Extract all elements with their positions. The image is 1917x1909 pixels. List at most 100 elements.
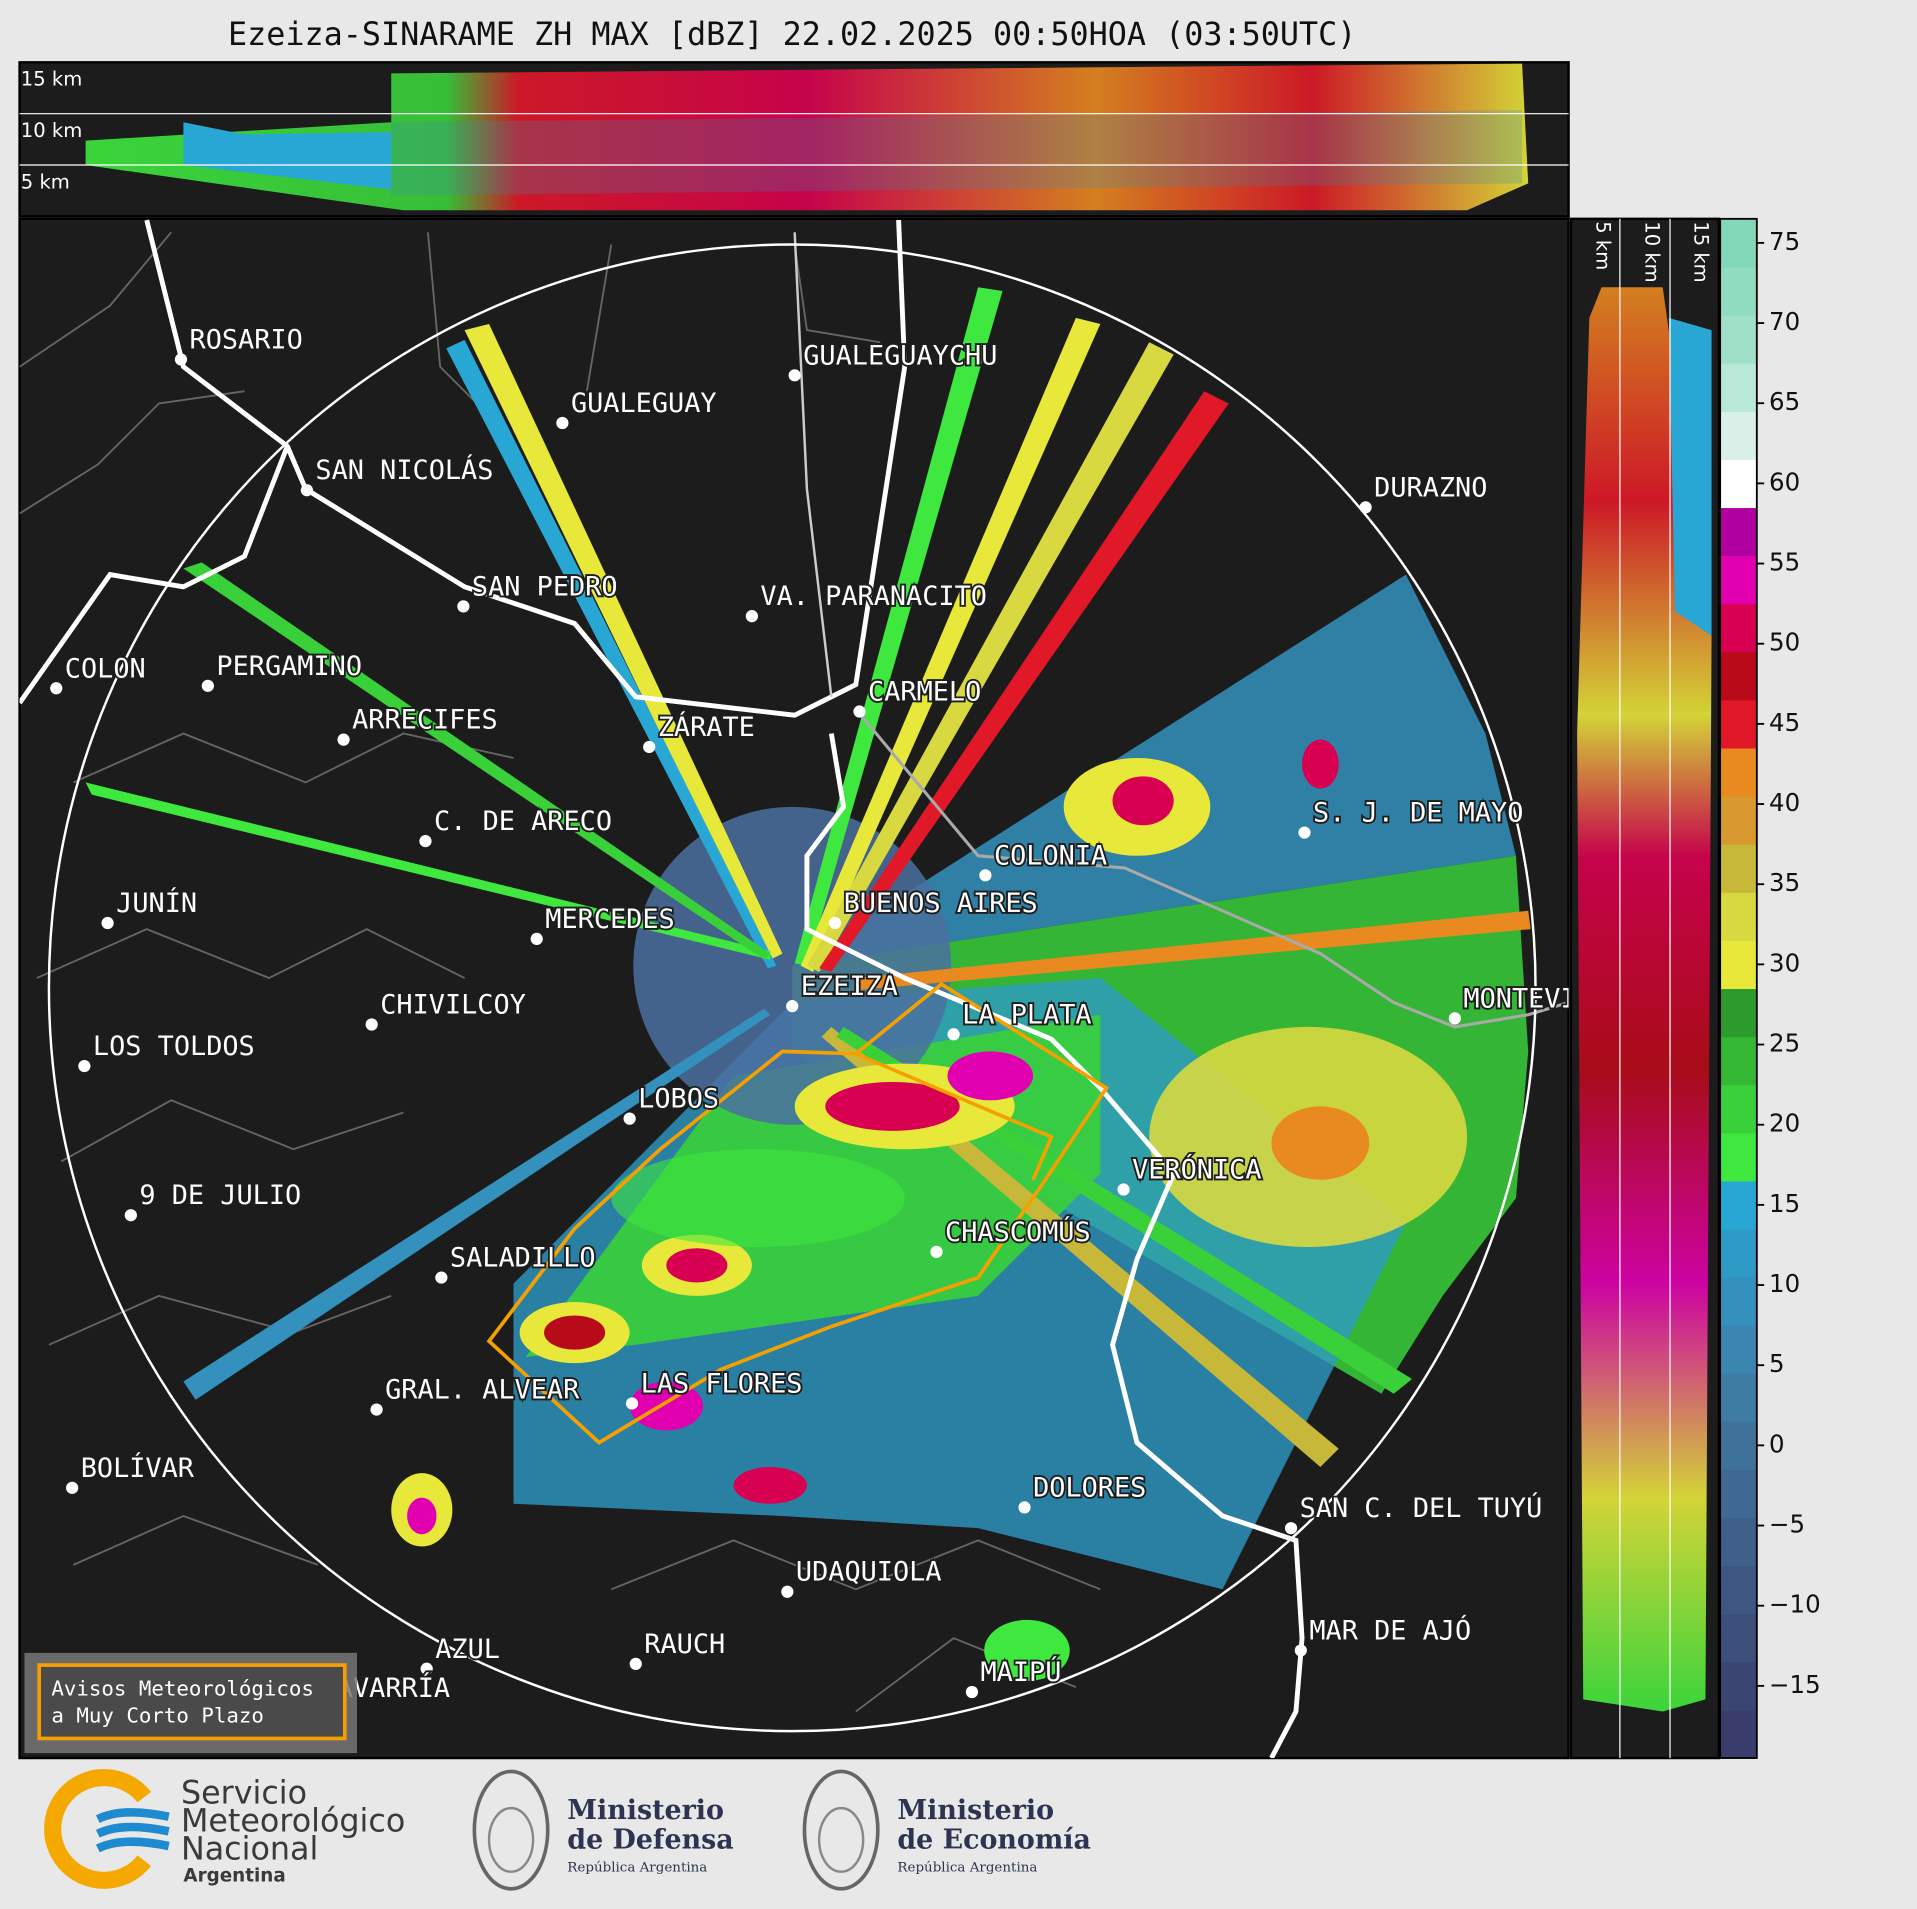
city-dot <box>50 682 63 695</box>
city-label: SAN PEDRO <box>472 571 618 602</box>
height-label: 15 km <box>21 68 82 91</box>
colorbar-tick-label: 30 <box>1769 948 1800 977</box>
color-band <box>1720 988 1757 1038</box>
city-dot <box>435 1271 448 1284</box>
height-label: 15 km <box>1689 221 1712 282</box>
city-dot <box>530 932 543 946</box>
colorbar: −15 −10 −5 0 5 10 15 20 25 30 35 40 45 50 55 60 65 70 75 <box>1719 217 1821 1759</box>
city-label: CHASCOMÚS <box>945 1216 1091 1248</box>
range-ring <box>47 243 1537 1733</box>
color-band <box>1720 1373 1757 1422</box>
city-dot <box>1294 1644 1307 1657</box>
city-dot <box>623 1112 636 1125</box>
colorbar-tick-label: 75 <box>1769 227 1800 256</box>
city-dot <box>174 353 188 366</box>
city-dot <box>300 484 313 497</box>
color-band <box>1720 1565 1757 1615</box>
smn-text: Argentina <box>183 1865 285 1886</box>
colorbar-tick-label: 10 <box>1769 1269 1800 1298</box>
smn-text: Servicio <box>181 1775 307 1811</box>
cities: ROSARIO GUALEGUAYCHU GUALEGUAY SAN NICOLÁS D… <box>50 323 1569 1715</box>
city-dot <box>947 1028 960 1041</box>
city-label: C. DE ARECO <box>434 806 612 837</box>
height-label: 5 km <box>1592 221 1615 270</box>
city-dot <box>1298 826 1311 839</box>
color-band <box>1720 699 1757 749</box>
color-band <box>1720 1277 1757 1326</box>
color-band <box>1720 363 1757 412</box>
height-label: 5 km <box>21 170 70 193</box>
city-label: CARMELO <box>868 677 981 708</box>
coat-of-arms <box>817 1806 865 1873</box>
color-band <box>1720 1613 1757 1663</box>
city-label: LA PLATA <box>962 999 1091 1030</box>
color-band <box>1720 603 1757 653</box>
city-label: AZUL <box>435 1634 500 1665</box>
color-band <box>1720 1228 1757 1278</box>
ministry-text: República Argentina <box>567 1861 707 1876</box>
height-label: 10 km <box>1641 221 1664 282</box>
city-dot <box>1359 501 1372 514</box>
city-label: COLONIA <box>994 840 1107 871</box>
colorbar-tick-label: −10 <box>1769 1590 1821 1619</box>
city-label: COLON <box>65 653 146 684</box>
map: ROSARIO GUALEGUAYCHU GUALEGUAY SAN NICOLÁS D… <box>19 219 1569 1759</box>
coat-of-arms <box>472 1769 550 1891</box>
city-dot <box>370 1403 383 1416</box>
coat-of-arms <box>487 1806 535 1873</box>
smn-text: Meteorológico <box>181 1803 405 1839</box>
colorbar-tick-label: 25 <box>1769 1029 1800 1058</box>
color-band <box>1720 1132 1757 1182</box>
city-dot <box>1284 1522 1298 1535</box>
smn-logo <box>95 1808 170 1853</box>
city-dot <box>419 834 432 848</box>
color-band <box>1720 459 1757 509</box>
smn-text: Nacional <box>181 1831 318 1867</box>
city-dot <box>781 1585 794 1598</box>
city-label: ZÁRATE <box>658 711 755 743</box>
color-band <box>1720 1661 1757 1711</box>
legend-text: Avisos Meteorológicos <box>51 1677 314 1701</box>
color-band <box>1720 844 1757 893</box>
boundaries <box>19 231 1101 1713</box>
city-label: VERÓNICA <box>1132 1154 1261 1186</box>
colorbar-tick-label: 20 <box>1769 1109 1800 1138</box>
colorbar-tick-label: 65 <box>1769 387 1800 416</box>
colorbar-tick-label: 40 <box>1769 788 1800 817</box>
city-label: UDAQUIOLA <box>796 1557 942 1588</box>
city-label: S. J. DE MAYO <box>1313 798 1523 829</box>
ministry-text: de Defensa <box>567 1824 733 1855</box>
colorbar-tick-label: 45 <box>1769 708 1800 737</box>
city-label: SAN NICOLÁS <box>315 454 493 486</box>
colorbar-tick-label: −5 <box>1769 1510 1805 1539</box>
color-band <box>1720 796 1757 845</box>
city-dot <box>979 869 992 882</box>
color-band <box>1720 1421 1757 1471</box>
city-label: CHIVILCOY <box>380 989 526 1020</box>
colorbar-tick-label: 35 <box>1769 868 1800 897</box>
top-echo <box>85 63 1529 211</box>
color-band <box>1720 266 1757 316</box>
color-band <box>1720 315 1757 364</box>
color-band <box>1720 1517 1757 1567</box>
colorbar-tick-label: 60 <box>1769 467 1800 496</box>
height-label: 10 km <box>21 119 82 142</box>
ministry-text: Ministerio <box>897 1795 1054 1826</box>
color-band <box>1720 651 1757 701</box>
city-dot <box>625 1397 639 1410</box>
city-label: 9 DE JULIO <box>139 1180 301 1211</box>
colorbar-tick-label: 5 <box>1769 1349 1785 1378</box>
city-label: GRAL. ALVEAR <box>385 1375 580 1406</box>
city-dot <box>420 1662 433 1675</box>
city-dot <box>101 916 114 930</box>
colorbar-tick-label: 55 <box>1769 548 1800 577</box>
city-dot <box>556 416 569 430</box>
city-dot <box>1448 1012 1461 1025</box>
colorbar-tick-label: −15 <box>1769 1670 1821 1699</box>
color-band <box>1720 1036 1757 1086</box>
city-dot <box>629 1657 642 1670</box>
city-label: LAS FLORES <box>641 1368 803 1399</box>
city-dot <box>788 369 801 382</box>
colorbar-tick-label: 15 <box>1769 1189 1800 1218</box>
